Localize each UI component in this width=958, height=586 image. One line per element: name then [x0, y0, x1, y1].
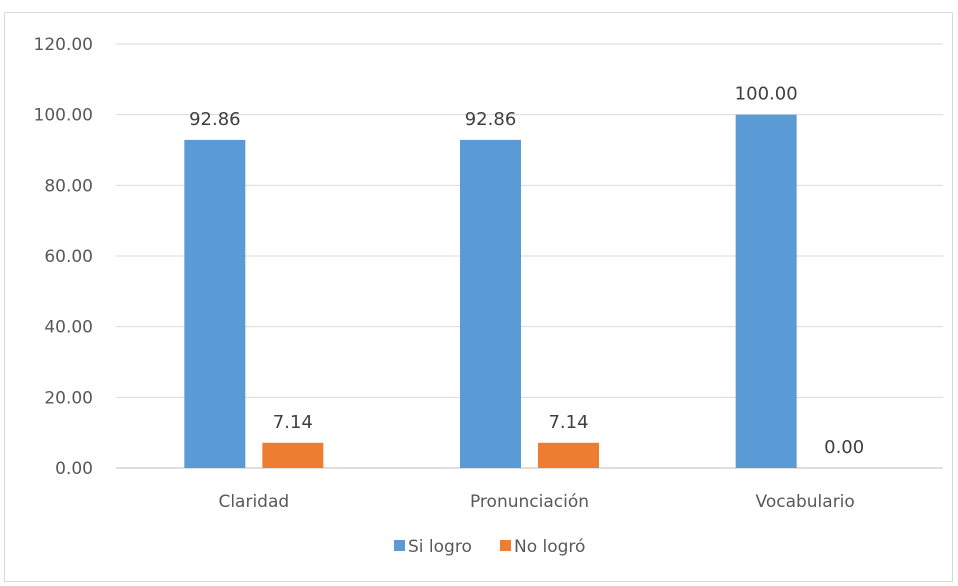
data-label: 7.14: [548, 412, 588, 433]
data-label: 7.14: [273, 412, 313, 433]
bar-si-logro-2: [735, 114, 797, 469]
legend: Si logro No logró: [394, 537, 585, 557]
y-tick-label: 20.00: [44, 388, 93, 408]
legend-label: No logró: [514, 537, 585, 557]
y-tick-label: 40.00: [44, 318, 93, 338]
bar-no-logro-1: [538, 442, 599, 468]
y-tick-label: 60.00: [44, 247, 93, 267]
legend-label: Si logro: [408, 537, 472, 557]
data-label: 0.00: [824, 437, 864, 458]
y-tick-label: 100.00: [34, 106, 93, 126]
bars: [184, 114, 797, 469]
legend-swatch: [394, 540, 405, 551]
gridlines: [116, 43, 943, 469]
x-axis: Claridad Pronunciación Vocabulario: [218, 492, 854, 512]
y-axis: 0.00 20.00 40.00 60.00 80.00 100.00 120.00: [34, 35, 93, 479]
data-labels: 92.86 7.14 92.86 7.14 100.00 0.00: [189, 84, 864, 458]
y-tick-label: 0.00: [55, 459, 93, 479]
data-label: 100.00: [735, 84, 798, 105]
category-label: Pronunciación: [470, 492, 589, 512]
data-label: 92.86: [189, 109, 241, 130]
legend-swatch: [500, 540, 511, 551]
category-label: Vocabulario: [756, 492, 855, 512]
bar-si-logro-0: [184, 139, 246, 469]
data-label: 92.86: [465, 109, 517, 130]
category-label: Claridad: [218, 492, 289, 512]
bar-no-logro-0: [262, 442, 324, 468]
y-tick-label: 80.00: [44, 176, 93, 196]
y-tick-label: 120.00: [34, 35, 93, 55]
bar-si-logro-1: [460, 139, 521, 469]
